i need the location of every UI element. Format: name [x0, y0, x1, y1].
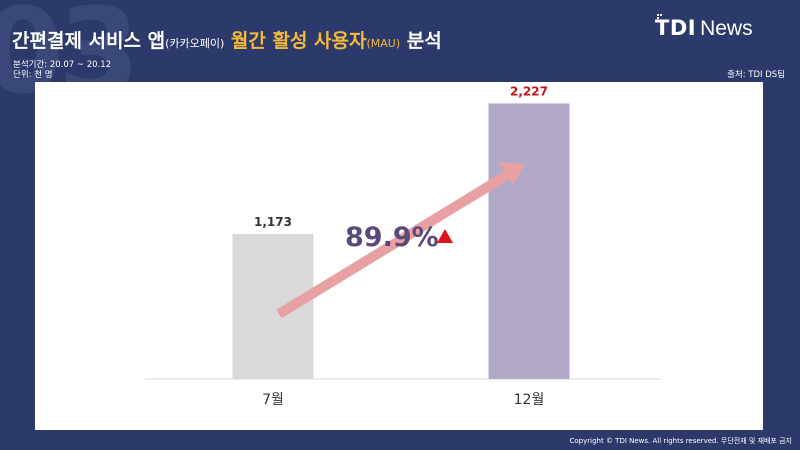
source-label: 출처: TDI DS팀 [727, 70, 785, 80]
bar-december [488, 103, 570, 379]
up-triangle-icon [437, 229, 453, 243]
growth-arrow [276, 162, 525, 319]
value-label-july: 1,173 [254, 215, 292, 229]
analysis-period: 분석기간: 20.07 ~ 20.12 [13, 60, 112, 70]
title-part2-paren: (MAU) [366, 37, 401, 50]
copyright-notice: Copyright © TDI News. All rights reserve… [569, 437, 792, 445]
logo-suffix: News [700, 17, 753, 40]
category-label-december: 12월 [514, 392, 545, 408]
unit-label: 단위: 천 명 [13, 70, 53, 80]
title-part1-paren: (카카오페이) [165, 37, 225, 50]
category-label-july: 7월 [262, 392, 284, 408]
logo-brand: TDI [655, 16, 697, 40]
chart-title: 간편결제 서비스 앱(카카오페이) 월간 활성 사용자(MAU) 분석 [12, 26, 442, 53]
title-part2: 월간 활성 사용자 [230, 30, 367, 52]
title-part1: 간편결제 서비스 앱 [12, 30, 166, 52]
tdi-news-logo: TDI News [655, 16, 753, 41]
logo-dots-icon [657, 14, 662, 19]
growth-rate: 89.9% [345, 222, 439, 253]
bar-july [232, 233, 314, 379]
title-part3: 분석 [406, 30, 442, 52]
value-label-december: 2,227 [510, 84, 548, 98]
bar-chart: 1,173 2,227 7월 12월 89.9% [145, 84, 660, 408]
chart-panel: 1,173 2,227 7월 12월 89.9% [35, 82, 763, 430]
